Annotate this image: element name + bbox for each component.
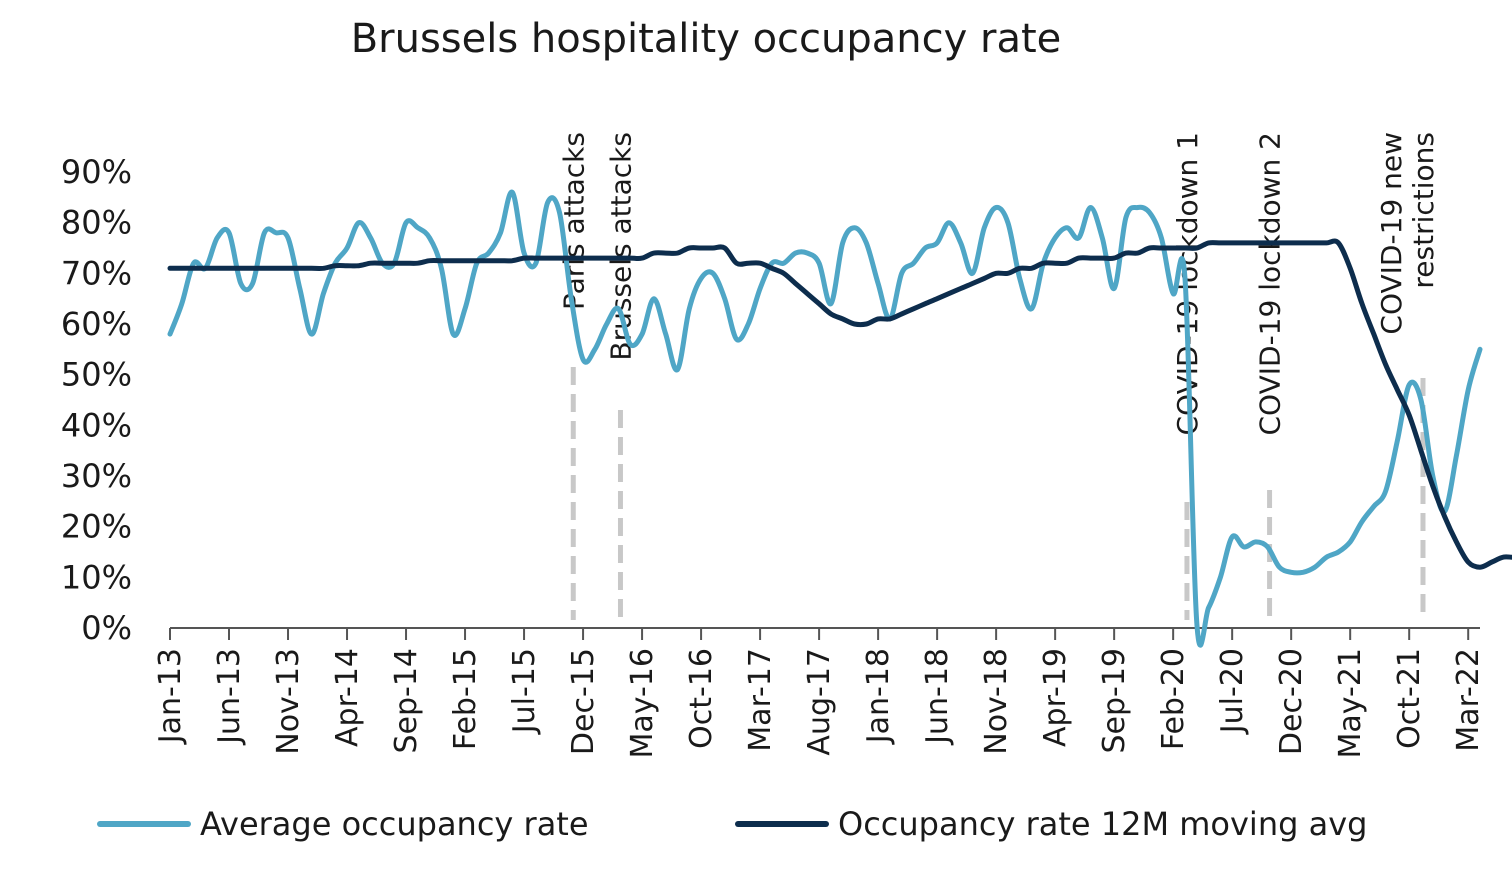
y-tick-label: 10% — [61, 558, 132, 596]
x-tick-label: Aug-17 — [802, 648, 837, 756]
y-tick-label: 90% — [61, 153, 132, 191]
x-tick-label: Jul-15 — [507, 648, 542, 735]
x-tick-label: Jun-18 — [920, 648, 955, 746]
y-tick-label: 70% — [61, 254, 132, 292]
x-tick-label: Sep-19 — [1097, 648, 1132, 754]
annotation-label: COVID-19 lockdown 2 — [1254, 132, 1287, 436]
x-tick-label: Dec-20 — [1274, 648, 1309, 755]
x-tick-label: Mar-22 — [1451, 648, 1486, 752]
x-tick-label: May-16 — [625, 648, 660, 759]
annotation-label: Brussels attacks — [604, 132, 637, 361]
annotation-label: restrictions — [1407, 132, 1440, 289]
x-tick-label: Apr-14 — [330, 648, 365, 747]
legend: Average occupancy rate Occupancy rate 12M… — [97, 805, 1367, 843]
x-tick-label: Feb-15 — [448, 648, 483, 750]
y-tick-label: 60% — [61, 305, 132, 343]
chart-title: Brussels hospitality occupancy rate — [351, 16, 1062, 62]
y-tick-label: 40% — [61, 406, 132, 444]
x-tick-label: Jan-18 — [861, 648, 896, 745]
y-tick-label: 30% — [61, 457, 132, 495]
series-lines — [167, 189, 1512, 648]
x-tick-label: Oct-16 — [684, 648, 719, 749]
x-tick-label: Nov-18 — [979, 648, 1014, 755]
x-tick-label: Jun-13 — [212, 648, 247, 746]
x-tick-label: Sep-14 — [389, 648, 424, 754]
y-tick-label: 80% — [61, 204, 132, 242]
x-tick-label: Oct-21 — [1392, 648, 1427, 749]
x-tick-label: Dec-15 — [566, 648, 601, 755]
x-tick-label: Feb-20 — [1156, 648, 1191, 750]
y-tick-label: 0% — [81, 609, 132, 647]
x-tick-label: Mar-17 — [743, 648, 778, 752]
y-axis: 0% 10% 20% 30% 40% 50% 60% 70% 80% 90% — [61, 153, 132, 647]
legend-label: Occupancy rate 12M moving avg — [838, 805, 1367, 843]
x-tick-label: Jul-20 — [1215, 648, 1250, 735]
series-moving-avg-line — [167, 238, 1512, 570]
x-axis: Jan-13 Jun-13 Nov-13 Apr-14 Sep-14 Feb-15 Jul-… — [153, 627, 1486, 759]
x-tick-label: Apr-19 — [1038, 648, 1073, 747]
annotation-label: COVID-19 new — [1375, 132, 1408, 335]
x-tick-label: May-21 — [1333, 648, 1368, 759]
x-tick-label: Nov-13 — [271, 648, 306, 755]
y-tick-label: 50% — [61, 356, 132, 394]
y-tick-label: 20% — [61, 508, 132, 546]
legend-label: Average occupancy rate — [200, 805, 589, 843]
x-tick-label: Jan-13 — [153, 648, 188, 745]
